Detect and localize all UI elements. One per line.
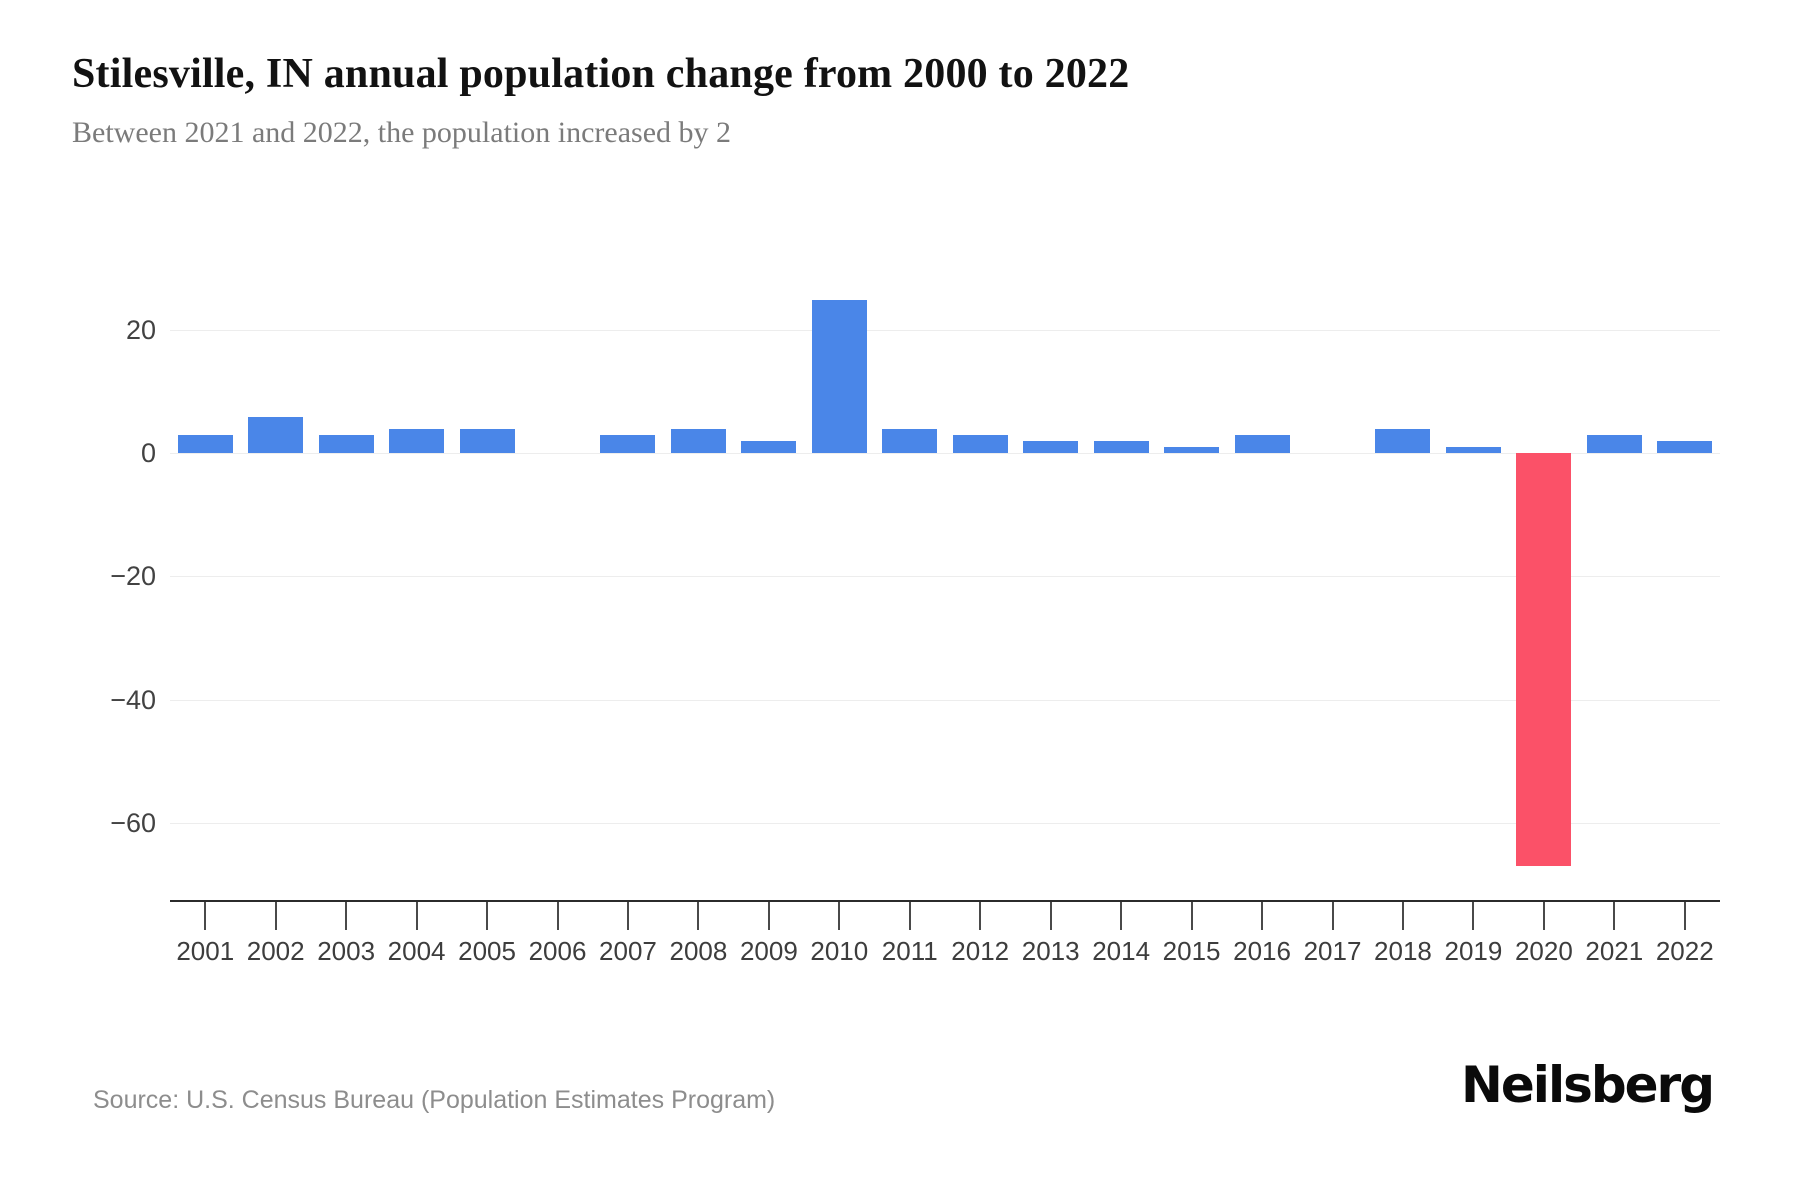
bar-2013 [1023, 441, 1079, 454]
gridline-0 [170, 453, 1720, 455]
bar-2005 [459, 428, 515, 454]
bar-2018 [1375, 428, 1431, 454]
bar-2001 [177, 435, 233, 454]
x-label-2010: 2010 [810, 936, 869, 966]
x-tick-2019 [1472, 902, 1475, 930]
bar-2015 [1164, 447, 1220, 454]
bar-2014 [1093, 441, 1149, 454]
y-label--20: −20 [110, 561, 156, 592]
x-label-2007: 2007 [599, 936, 657, 966]
x-label-2015: 2015 [1162, 936, 1221, 966]
x-label-2009: 2009 [739, 936, 798, 966]
bar-2009 [741, 441, 797, 454]
x-tick-2003 [345, 902, 348, 930]
gridline--60 [170, 822, 1720, 824]
y-axis-labels: 20 0 −20 −40 −60 [38, 237, 156, 900]
x-label-2008: 2008 [669, 936, 728, 966]
x-tick-2001 [204, 902, 207, 930]
bar-2010 [811, 299, 867, 454]
x-tick-2012 [979, 902, 982, 930]
chart-title: Stilesville, IN annual population change… [72, 51, 1130, 97]
x-label-2001: 2001 [176, 936, 235, 966]
x-label-2017: 2017 [1303, 936, 1362, 966]
y-label--60: −60 [110, 807, 156, 838]
x-label-2005: 2005 [458, 936, 516, 966]
y-label-0: 0 [140, 438, 156, 469]
bar-2011 [882, 428, 938, 454]
x-tick-2002 [274, 902, 277, 930]
bar-2019 [1445, 447, 1501, 454]
x-label-2016: 2016 [1233, 936, 1291, 966]
x-tick-2022 [1683, 902, 1686, 930]
x-label-2003: 2003 [317, 936, 376, 966]
x-tick-2020 [1542, 902, 1545, 930]
gridline--40 [170, 699, 1720, 701]
bar-2007 [600, 435, 656, 454]
x-label-2012: 2012 [951, 936, 1010, 966]
y-label-20: 20 [125, 315, 156, 346]
x-tick-2007 [626, 902, 629, 930]
bar-2020 [1516, 453, 1572, 866]
gridline-20 [170, 330, 1720, 332]
x-axis-line [170, 900, 1720, 902]
x-tick-2013 [1049, 902, 1052, 930]
bar-2002 [248, 416, 304, 454]
x-label-2002: 2002 [246, 936, 305, 966]
bar-2022 [1657, 441, 1713, 454]
chart-subtitle: Between 2021 and 2022, the population in… [72, 116, 732, 149]
bar-chart: 2001 2002 2003 2004 2005 2006 2007 2008 2009 2010… [170, 237, 1720, 966]
x-label-2018: 2018 [1374, 936, 1432, 966]
x-label-2019: 2019 [1444, 936, 1503, 966]
y-label--40: −40 [110, 684, 156, 715]
bar-2004 [389, 428, 445, 454]
x-label-2006: 2006 [528, 936, 587, 966]
x-label-2004: 2004 [387, 936, 446, 966]
x-tick-2010 [838, 902, 841, 930]
x-tick-2015 [1190, 902, 1193, 930]
x-tick-2006 [556, 902, 559, 930]
x-tick-2017 [1331, 902, 1334, 930]
x-tick-2008 [697, 902, 700, 930]
source-note: Source: U.S. Census Bureau (Population E… [93, 1086, 776, 1114]
x-label-2020: 2020 [1514, 936, 1573, 966]
x-label-2013: 2013 [1021, 936, 1080, 966]
gridline--20 [170, 576, 1720, 578]
x-label-2022: 2022 [1655, 936, 1714, 966]
brand-logo: Neilsberg [1461, 1056, 1715, 1114]
x-tick-2004 [415, 902, 418, 930]
x-tick-2009 [767, 902, 770, 930]
x-tick-2016 [1261, 902, 1264, 930]
bar-2016 [1234, 435, 1290, 454]
bar-2003 [318, 435, 374, 454]
x-label-2014: 2014 [1092, 936, 1151, 966]
bar-2012 [952, 435, 1008, 454]
x-label-2011: 2011 [881, 936, 938, 966]
x-tick-2011 [908, 902, 911, 930]
x-tick-2018 [1401, 902, 1404, 930]
x-tick-2005 [486, 902, 489, 930]
x-label-2021: 2021 [1585, 936, 1644, 966]
x-tick-2021 [1613, 902, 1616, 930]
bar-2008 [670, 428, 726, 454]
x-tick-2014 [1120, 902, 1123, 930]
bar-2021 [1586, 435, 1642, 454]
